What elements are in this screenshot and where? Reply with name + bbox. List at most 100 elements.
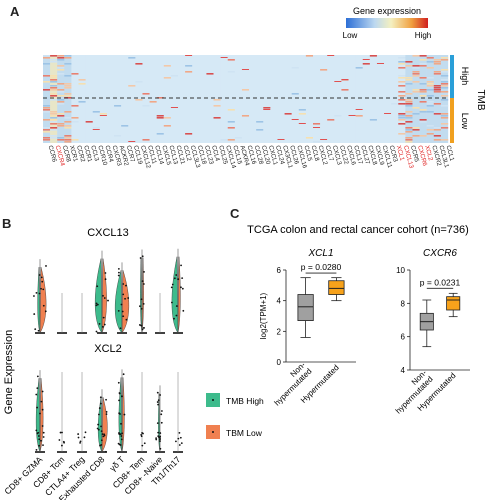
violin-point: [118, 412, 121, 415]
violin-point: [102, 316, 105, 319]
violin-point: [138, 324, 141, 326]
violin-point: [118, 443, 121, 446]
violin-point: [103, 297, 106, 299]
heatmap-cell: [433, 103, 442, 105]
gene-label: CCL19: [132, 145, 144, 166]
heatmap-cell: [398, 99, 406, 101]
violin-point: [96, 303, 99, 306]
heatmap-column: [433, 55, 442, 143]
heatmap-cell: [412, 107, 420, 109]
violin-point: [160, 421, 163, 424]
violin-tmb-high: [37, 267, 41, 334]
panel-a-letter: A: [10, 4, 20, 19]
heatmap-cell: [43, 119, 51, 121]
violin-point: [118, 392, 121, 395]
heatmap-cell: [398, 123, 406, 125]
heatmap-cell: [341, 79, 349, 80]
heatmap-cell: [43, 105, 51, 107]
heatmap-cell: [163, 65, 172, 67]
heatmap-cell: [440, 79, 449, 81]
heatmap-cell: [64, 135, 72, 137]
violin-point: [38, 274, 41, 276]
violin-point: [99, 396, 102, 399]
heatmap-cell: [440, 99, 449, 101]
heatmap-cell: [412, 127, 420, 129]
violin-tbm-low: [121, 377, 125, 453]
heatmap-cell: [440, 115, 449, 117]
heatmap-cell: [419, 65, 427, 67]
violin-point: [41, 390, 44, 393]
violin-legend-label: TMB High: [226, 396, 264, 406]
heatmap-cell: [57, 89, 65, 91]
violin-point: [173, 277, 176, 280]
violin-point: [175, 305, 178, 307]
heatmap-cell: [57, 99, 65, 101]
heatmap-cell: [433, 73, 442, 75]
violin-point: [171, 283, 174, 286]
heatmap-cell: [426, 85, 434, 87]
violin-point: [102, 435, 105, 438]
heatmap-cell: [185, 71, 193, 73]
heatmap-cell: [433, 59, 442, 61]
heatmap-cell: [227, 121, 236, 123]
heatmap-cell: [284, 113, 292, 115]
gene-label: CCL1: [445, 145, 456, 163]
heatmap-cell: [142, 105, 150, 107]
gene-label: CCL11: [146, 145, 158, 166]
heatmap-cell: [412, 55, 420, 57]
heatmap-cell: [99, 113, 108, 115]
heatmap-cell: [43, 111, 51, 113]
heatmap-cell: [57, 65, 65, 67]
heatmap-cell: [64, 75, 72, 77]
violin-tmb-high: [94, 258, 103, 334]
panel-c-letter: C: [230, 206, 240, 221]
heatmap-cell: [50, 79, 58, 81]
gene-label: CCL28: [253, 145, 265, 166]
heatmap-cell: [398, 115, 406, 117]
heatmap-column: [99, 55, 108, 143]
violin-point: [122, 293, 125, 296]
heatmap-cell: [398, 95, 406, 97]
tmb-axis-title: TMB: [475, 89, 486, 110]
violin-point: [121, 310, 124, 313]
tmb-high-label: High: [460, 67, 470, 86]
heatmap-column: [71, 55, 79, 143]
violin-point: [42, 304, 45, 307]
gene-label: CCL26: [288, 145, 300, 166]
violin-point: [141, 280, 144, 283]
violin-point: [119, 444, 122, 446]
heatmap-cell: [398, 77, 406, 79]
heatmap-legend-low: Low: [343, 31, 358, 40]
heatmap-cell: [50, 121, 58, 123]
violin-point: [155, 438, 158, 441]
heatmap-cell: [57, 113, 65, 115]
heatmap-cell: [412, 135, 420, 137]
violin-point: [100, 402, 102, 405]
heatmap-cell: [78, 83, 86, 85]
gene-label: CCL16: [246, 145, 258, 166]
heatmap-column: [192, 55, 200, 143]
gene-label: XCL1: [395, 145, 406, 162]
heatmap-column: [185, 55, 193, 143]
heatmap-cell: [43, 107, 51, 109]
violin-point: [42, 444, 44, 447]
heatmap-cell: [419, 121, 427, 123]
heatmap-cell: [50, 75, 58, 77]
heatmap-cell: [433, 87, 442, 89]
heatmap-cell: [99, 115, 107, 116]
heatmap-cell: [369, 119, 378, 121]
heatmap-cell: [419, 111, 427, 113]
heatmap-cell: [398, 61, 406, 63]
cohort-title: TCGA colon and rectal cancer cohort (n=7…: [247, 224, 469, 236]
violin-point: [34, 328, 37, 331]
heatmap-cell: [57, 69, 65, 71]
heatmap-cell: [220, 57, 228, 58]
heatmap-cell: [419, 101, 427, 103]
violin-point: [181, 287, 184, 290]
heatmap-cell: [433, 135, 442, 137]
heatmap-cell: [241, 115, 250, 117]
violin-point: [119, 413, 121, 415]
heatmap-cell: [412, 75, 420, 77]
heatmap-cell: [57, 101, 65, 103]
violin-point: [35, 429, 38, 432]
